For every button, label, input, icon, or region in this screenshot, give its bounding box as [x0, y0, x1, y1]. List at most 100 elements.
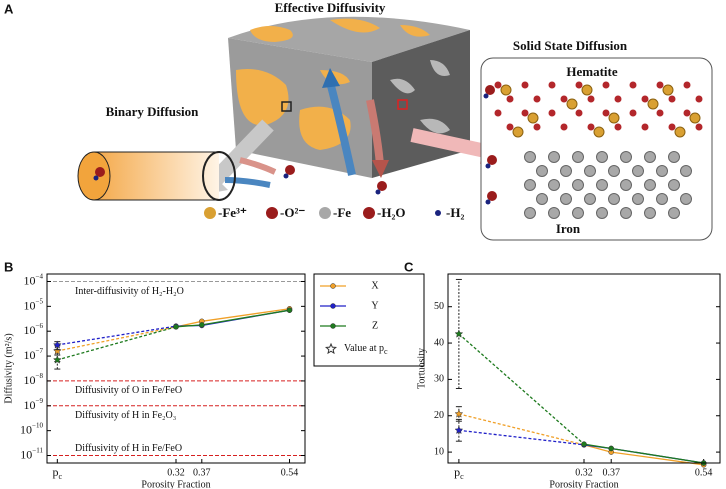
- atom-legend: -Fe³⁺ -O²⁻ -Fe -H₂O -H₂: [204, 205, 464, 220]
- water: [487, 155, 497, 165]
- oxygen: [614, 95, 622, 103]
- tick-text: 10: [24, 398, 36, 412]
- iron-atom: [608, 193, 620, 205]
- legend-label: X: [371, 280, 379, 291]
- oxygen: [560, 123, 568, 131]
- dashed-line: [57, 326, 177, 352]
- iron-atom: [596, 207, 608, 219]
- panel-label: A: [4, 1, 14, 16]
- point: [581, 441, 587, 447]
- legend-point: [330, 323, 336, 329]
- point: [608, 445, 614, 452]
- iron-atom: [608, 165, 620, 177]
- panel-label: B: [4, 259, 13, 274]
- x-axis-label: Porosity Fraction: [549, 479, 618, 489]
- arrow: [239, 157, 277, 175]
- tick-exp: −7: [36, 347, 44, 355]
- legend-label: -H₂O: [377, 205, 405, 220]
- tick-exp: −11: [32, 446, 43, 454]
- water: [487, 191, 497, 201]
- reference-label: Inter-diffusivity of H₂-H₂O: [75, 286, 184, 297]
- iron-ion: [608, 112, 620, 124]
- legend-point: [330, 283, 336, 289]
- legend-atom: [319, 207, 331, 219]
- y-axis-label: Tortuosity: [416, 348, 427, 389]
- cylinder-end: [202, 151, 236, 201]
- atoms: [93, 81, 703, 219]
- tick-exp: −9: [36, 396, 44, 404]
- panel-label: C: [404, 259, 414, 274]
- oxygen: [548, 109, 556, 117]
- iron-atom: [668, 179, 680, 191]
- tick-label: 30: [434, 374, 444, 385]
- oxygen: [494, 81, 502, 89]
- iron-atom: [560, 193, 572, 205]
- star-point: [52, 355, 62, 364]
- arrow: [326, 80, 356, 176]
- arrow: [224, 177, 271, 188]
- legend-label: -Fe: [333, 205, 351, 220]
- legend-label: Z: [372, 320, 378, 331]
- tick-label: pc: [53, 465, 63, 481]
- point: [199, 322, 205, 328]
- oxygen: [521, 81, 529, 89]
- iron-atom: [644, 179, 656, 191]
- legend-label: Value at pc: [344, 343, 388, 356]
- tick-label: 10−4: [24, 272, 44, 287]
- oxygen: [629, 81, 637, 89]
- tick-label: 10−8: [24, 372, 44, 387]
- tick-label: 10−11: [20, 446, 43, 461]
- iron-atom: [620, 151, 632, 163]
- iron-atom: [596, 179, 608, 191]
- water: [485, 85, 495, 95]
- iron-atom: [572, 179, 584, 191]
- dashed-line: [57, 326, 177, 361]
- oxygen: [548, 81, 556, 89]
- iron-atom: [524, 207, 536, 219]
- legend-point: [330, 303, 336, 309]
- iron-atom: [572, 207, 584, 219]
- iron-atom: [524, 179, 536, 191]
- iron-atom: [680, 165, 692, 177]
- water: [377, 181, 387, 191]
- water: [95, 167, 105, 177]
- dashed-line: [458, 429, 585, 446]
- star-point: [454, 409, 464, 418]
- tick-text: 10: [24, 273, 36, 287]
- oxygen: [587, 123, 595, 131]
- legend-atom: [204, 207, 216, 219]
- hydrogen: [283, 173, 289, 179]
- arrow-head: [372, 160, 389, 178]
- iron-ion: [581, 84, 593, 96]
- oxygen: [683, 109, 691, 117]
- tick-label: 0.32: [167, 467, 185, 478]
- label: Iron: [556, 221, 581, 236]
- oxygen: [521, 109, 529, 117]
- tick-label: 10−9: [24, 396, 44, 411]
- oxygen: [695, 95, 703, 103]
- tick-sub: c: [460, 472, 464, 481]
- arrow: [209, 119, 274, 186]
- tick-label: 50: [434, 301, 444, 312]
- oxygen: [629, 109, 637, 117]
- tick-text: 10: [24, 323, 36, 337]
- water: [285, 165, 295, 175]
- oxygen: [695, 123, 703, 131]
- tick-label: 40: [434, 337, 444, 348]
- hydrogen: [375, 189, 381, 195]
- oxygen: [614, 123, 622, 131]
- oxygen: [602, 81, 610, 89]
- tick-label: 10−10: [20, 421, 43, 436]
- oxygen: [602, 109, 610, 117]
- point: [173, 324, 179, 330]
- oxygen: [668, 123, 676, 131]
- oxygen: [641, 95, 649, 103]
- iron-atom: [656, 165, 668, 177]
- tick-text: p: [53, 465, 59, 479]
- tick-label: 20: [434, 410, 444, 421]
- point: [286, 307, 293, 313]
- iron-ion: [647, 98, 659, 110]
- oxygen: [575, 109, 583, 117]
- line: [175, 308, 290, 328]
